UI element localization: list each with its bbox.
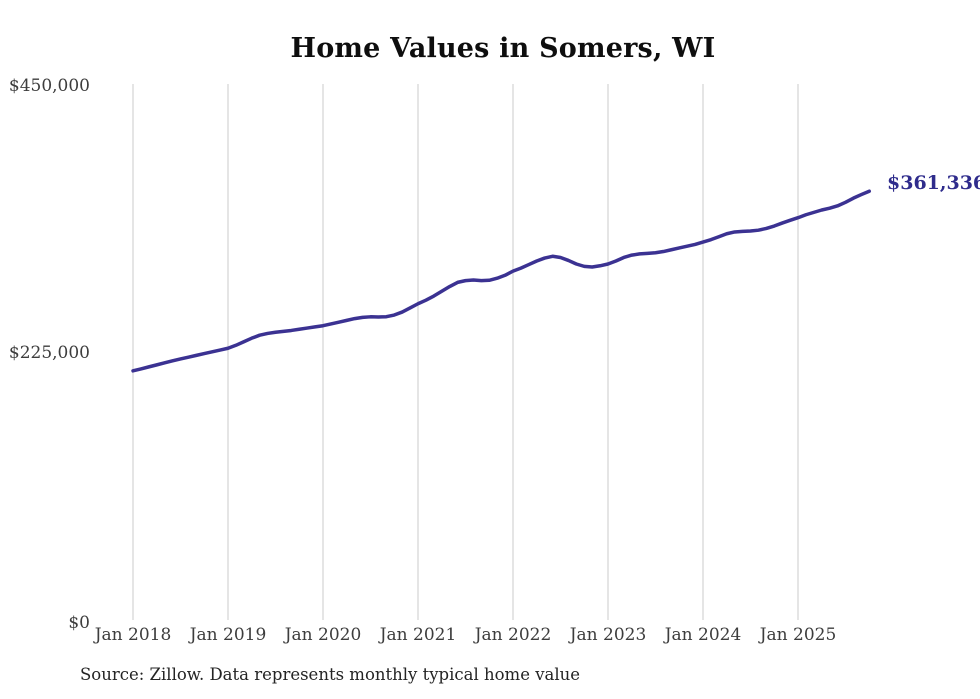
- x-axis-tick-2025: Jan 2025: [759, 625, 837, 645]
- x-axis-tick-2023: Jan 2023: [569, 625, 647, 645]
- x-axis-tick-2024: Jan 2024: [664, 625, 742, 645]
- x-axis-tick-2020: Jan 2020: [284, 625, 362, 645]
- y-axis-tick-450000: $450,000: [8, 76, 90, 96]
- home-value-line: [131, 189, 871, 373]
- latest-value-label: $361,336: [887, 172, 980, 194]
- x-axis-tick-2018: Jan 2018: [94, 625, 172, 645]
- x-axis-tick-2022: Jan 2022: [474, 625, 552, 645]
- gridlines: [132, 84, 799, 620]
- y-axis-tick-0: $0: [68, 613, 90, 633]
- source-note: Source: Zillow. Data represents monthly …: [80, 665, 581, 684]
- x-axis-tick-2021: Jan 2021: [379, 625, 457, 645]
- chart-title: Home Values in Somers, WI: [290, 33, 716, 64]
- y-axis-tick-225000: $225,000: [8, 343, 90, 363]
- x-axis-tick-2019: Jan 2019: [189, 625, 267, 645]
